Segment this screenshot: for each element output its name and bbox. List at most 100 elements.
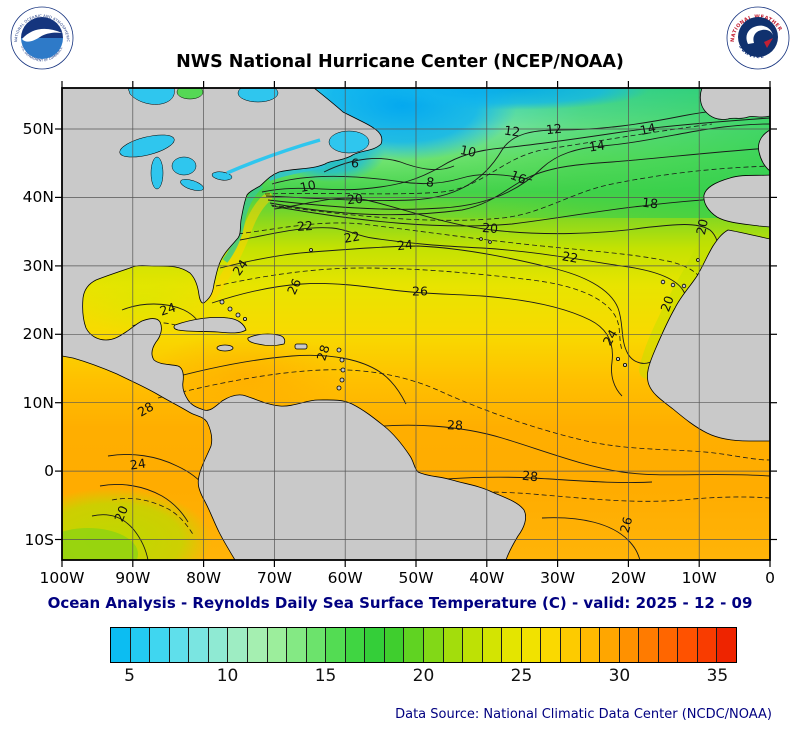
james-bay-green — [176, 88, 204, 100]
colorbar-tick-label: 5 — [124, 666, 135, 686]
island-bahamas — [235, 312, 241, 318]
lat-label: 20N — [22, 325, 54, 344]
island-antilles — [339, 357, 345, 363]
seagull-icon — [22, 28, 62, 42]
contour-label: 12 — [503, 122, 521, 139]
colorbar-tick-label: 20 — [412, 666, 435, 686]
lon-label: 60W — [327, 569, 363, 587]
land-france — [758, 129, 770, 172]
contour-label: 26 — [412, 284, 428, 299]
colorbar-cell — [482, 628, 503, 662]
colorbar-cell — [580, 628, 601, 662]
island-azores — [488, 240, 492, 244]
lake-michigan — [150, 156, 164, 190]
island-bermuda — [309, 248, 313, 252]
island-antilles — [336, 385, 342, 391]
island-bahamas — [242, 316, 247, 321]
island-antilles — [339, 377, 345, 383]
colorbar-cell — [463, 628, 483, 662]
colorbar-cell — [247, 628, 268, 662]
contour-label: 18 — [641, 195, 658, 212]
contour-label: 24 — [396, 237, 413, 254]
contour-label: 20 — [346, 191, 363, 208]
island-cape-verde — [616, 356, 621, 361]
contour-label: 20 — [657, 294, 677, 314]
gulf-of-st-lawrence — [328, 130, 370, 154]
lon-label: 30W — [540, 569, 576, 587]
lat-label: 40N — [22, 188, 54, 207]
contour-label: 10 — [459, 142, 478, 160]
contour-label: 24 — [158, 299, 178, 318]
colorbar-cell — [541, 628, 561, 662]
contour-lines-solid — [91, 105, 770, 560]
colorbar-tick-labels: 5 10 15 20 25 30 35 — [110, 666, 737, 688]
lon-label: 40W — [469, 569, 505, 587]
data-source-text: Data Source: National Climatic Data Cent… — [395, 707, 772, 722]
colorbar-tick-label: 35 — [706, 666, 729, 686]
lon-label: 90W — [115, 569, 151, 587]
colorbar-cell — [111, 628, 131, 662]
lake-ontario — [211, 171, 233, 181]
island-jamaica — [216, 344, 234, 352]
contour-label: 10 — [298, 177, 317, 195]
temperature-colorbar — [110, 627, 737, 663]
lake-superior — [119, 134, 175, 158]
land-british-isles — [699, 88, 770, 120]
analysis-caption: Ocean Analysis - Reynolds Daily Sea Surf… — [47, 594, 753, 612]
colorbar-cell — [150, 628, 170, 662]
contour-labels: 6 8 10 10 12 12 14 14 16 18 20 20 20 20 22 22 22 24 24 24 24… — [111, 120, 711, 534]
island-canaries — [670, 282, 676, 288]
nws-logo: NATIONAL WEATHER SERVICE — [726, 6, 790, 70]
colorbar-cell — [717, 628, 736, 662]
lat-label: 0 — [44, 462, 54, 481]
colorbar-cell — [208, 628, 229, 662]
pacific-cool-core-overlay — [62, 528, 138, 560]
lon-label: 100W — [39, 569, 85, 587]
colorbar-cell — [365, 628, 385, 662]
contour-label: 26 — [284, 276, 304, 297]
colorbar-cell — [326, 628, 346, 662]
colorbar-cell — [130, 628, 151, 662]
nws-red-flag-icon — [764, 38, 773, 48]
island-canaries — [681, 283, 687, 289]
contour-label: 14 — [638, 120, 657, 138]
contour-label: 20 — [111, 503, 131, 523]
colorbar-cell — [560, 628, 581, 662]
page-title: NWS National Hurricane Center (NCEP/NOAA… — [176, 52, 624, 72]
st-lawrence-river — [226, 138, 321, 175]
lat-label: 10N — [22, 393, 54, 412]
sst-map: 6 8 10 10 12 12 14 14 16 18 20 20 20 20 22 22 22 24 24 24 24… — [55, 81, 777, 567]
island-cape-verde — [623, 362, 628, 367]
contour-label: 8 — [425, 174, 435, 190]
contour-label: 12 — [545, 121, 562, 138]
colorbar-tick-label: 10 — [216, 666, 239, 686]
island-puerto-rico — [294, 343, 308, 350]
contour-label: 28 — [447, 417, 463, 433]
colorbar-cell — [678, 628, 698, 662]
lat-label: 50N — [22, 120, 54, 138]
colorbar-tick-label: 30 — [608, 666, 631, 686]
contour-lines-dashed — [111, 123, 770, 537]
island-antilles — [340, 367, 346, 373]
lon-label: 10W — [681, 569, 717, 587]
colorbar-cell — [404, 628, 424, 662]
colorbar-cell — [189, 628, 209, 662]
lon-label: 0 — [765, 569, 775, 587]
island-canaries — [660, 279, 666, 285]
land-americas — [62, 88, 526, 560]
contour-label: 28 — [521, 468, 538, 485]
contour-label: 20 — [693, 217, 711, 236]
lake-huron — [171, 156, 197, 176]
contour-label: 22 — [343, 228, 361, 246]
contour-label: 14 — [588, 137, 606, 154]
hudson-bay — [127, 88, 175, 105]
colorbar-cell — [639, 628, 659, 662]
colorbar-tick-label: 15 — [314, 666, 337, 686]
colorbar-cell — [502, 628, 522, 662]
island-azores — [479, 237, 483, 241]
contour-label: 24 — [229, 257, 250, 279]
colorbar-cell — [424, 628, 444, 662]
colorbar-cell — [697, 628, 718, 662]
lat-label: 10S — [24, 530, 54, 549]
contour-label: 26 — [617, 515, 636, 534]
